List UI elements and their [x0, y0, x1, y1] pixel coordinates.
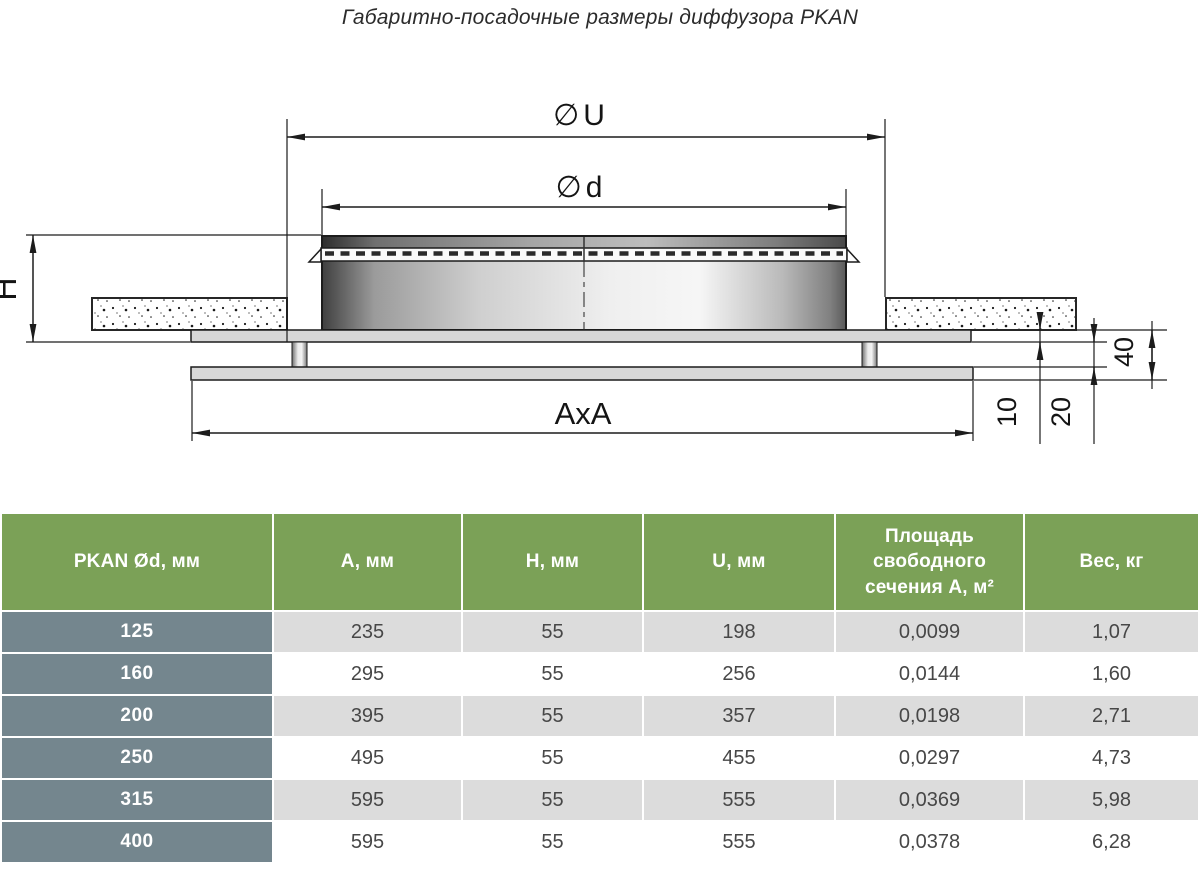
table-cell: 55	[463, 612, 642, 652]
spec-table: PKAN Ød, мм A, мм H, мм U, мм Площадь св…	[0, 512, 1200, 864]
col-header-u: U, мм	[644, 514, 834, 610]
table-cell: 357	[644, 696, 834, 736]
table-row: 125 235 55 198 0,0099 1,07	[2, 612, 1198, 652]
spacer-left	[291, 341, 308, 368]
clamp-tab-right	[846, 247, 861, 263]
table-cell: 0,0297	[836, 738, 1023, 778]
table-cell: 555	[644, 822, 834, 862]
table-cell: 6,28	[1025, 822, 1198, 862]
row-header-cell: 160	[2, 654, 272, 694]
table-cell: 595	[274, 822, 461, 862]
ceiling-panel-left	[91, 297, 288, 331]
col-header-area: Площадь свободного сечения А, м²	[836, 514, 1023, 610]
table-row: 315 595 55 555 0,0369 5,98	[2, 780, 1198, 820]
upper-plate	[190, 329, 972, 343]
table-cell: 595	[274, 780, 461, 820]
ceiling-panel-right	[885, 297, 1077, 331]
dim-label-40: 40	[1109, 337, 1139, 367]
col-header-diameter: PKAN Ød, мм	[2, 514, 272, 610]
dimension-40: 40	[1109, 321, 1156, 389]
row-header-cell: 125	[2, 612, 272, 652]
dimension-diameter-u: ∅U	[286, 99, 886, 342]
table-cell: 55	[463, 822, 642, 862]
table-cell: 55	[463, 696, 642, 736]
table-cell: 256	[644, 654, 834, 694]
dim-label-10: 10	[992, 397, 1022, 427]
table-cell: 235	[274, 612, 461, 652]
row-header-cell: 400	[2, 822, 272, 862]
table-row: 200 395 55 357 0,0198 2,71	[2, 696, 1198, 736]
spacer-right	[861, 341, 878, 368]
dimension-h: H	[0, 235, 190, 343]
table-row: 160 295 55 256 0,0144 1,60	[2, 654, 1198, 694]
dim-label-diameter-d: ∅d	[556, 171, 607, 204]
page-title: Габаритно-посадочные размеры диффузора P…	[341, 6, 859, 29]
table-cell: 455	[644, 738, 834, 778]
table-header-row: PKAN Ød, мм A, мм H, мм U, мм Площадь св…	[2, 514, 1198, 610]
row-header-cell: 250	[2, 738, 272, 778]
table-cell: 2,71	[1025, 696, 1198, 736]
col-header-weight: Вес, кг	[1025, 514, 1198, 610]
table-row: 400 595 55 555 0,0378 6,28	[2, 822, 1198, 862]
table-cell: 0,0378	[836, 822, 1023, 862]
duct-cylinder	[307, 235, 861, 333]
dimension-10: 10	[992, 312, 1044, 444]
diffuser-dimension-drawing: ∅U ∅d H AxA	[0, 99, 1167, 444]
table-cell: 0,0198	[836, 696, 1023, 736]
dim-label-axa: AxA	[555, 396, 612, 431]
table-cell: 198	[644, 612, 834, 652]
dim-label-diameter-u: ∅U	[553, 99, 609, 132]
table-cell: 1,60	[1025, 654, 1198, 694]
table-cell: 55	[463, 654, 642, 694]
col-header-h: H, мм	[463, 514, 642, 610]
lower-plate	[190, 366, 974, 381]
table-cell: 0,0099	[836, 612, 1023, 652]
row-header-cell: 315	[2, 780, 272, 820]
dim-label-20: 20	[1046, 397, 1076, 427]
dim-label-h: H	[0, 277, 23, 300]
table-cell: 0,0144	[836, 654, 1023, 694]
table-cell: 495	[274, 738, 461, 778]
table-cell: 555	[644, 780, 834, 820]
col-header-a: A, мм	[274, 514, 461, 610]
table-row: 250 495 55 455 0,0297 4,73	[2, 738, 1198, 778]
table-cell: 5,98	[1025, 780, 1198, 820]
table-cell: 0,0369	[836, 780, 1023, 820]
table-cell: 295	[274, 654, 461, 694]
clamp-tab-left	[307, 247, 322, 263]
dimension-diameter-d: ∅d	[321, 171, 847, 236]
dimension-20: 20	[1046, 318, 1098, 444]
table-cell: 55	[463, 738, 642, 778]
table-cell: 395	[274, 696, 461, 736]
row-header-cell: 200	[2, 696, 272, 736]
table-cell: 55	[463, 780, 642, 820]
dimension-axa: AxA	[191, 381, 974, 441]
table-cell: 4,73	[1025, 738, 1198, 778]
table-cell: 1,07	[1025, 612, 1198, 652]
